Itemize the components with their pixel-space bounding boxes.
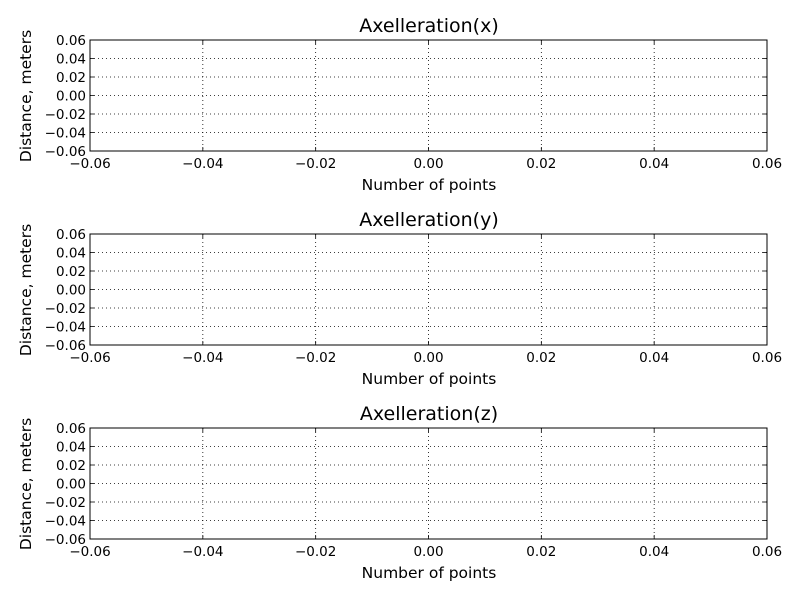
subplot-title: Axelleration(x): [359, 15, 499, 37]
y-tick-label: −0.02: [45, 495, 86, 511]
x-tick-label: 0.02: [526, 156, 556, 172]
y-tick-label: 0.04: [56, 246, 86, 262]
tick-marks: [89, 233, 768, 346]
y-tick-label: −0.04: [45, 126, 86, 142]
y-tick-labels: 0.06 0.04 0.02 0.00 −0.02 −0.04 −0.06: [45, 421, 86, 548]
x-tick-label: −0.06: [69, 156, 110, 172]
x-tick-label: 0.02: [526, 544, 556, 560]
x-tick-label: −0.04: [182, 544, 223, 560]
subplot-title: Axelleration(z): [360, 403, 498, 425]
x-tick-label: −0.02: [295, 544, 336, 560]
y-tick-label: 0.04: [56, 52, 86, 68]
x-tick-label: 0.06: [752, 544, 782, 560]
y-tick-label: −0.06: [45, 338, 86, 354]
x-tick-label: 0.04: [639, 350, 669, 366]
x-tick-labels: −0.06 −0.04 −0.02 0.00 0.02 0.04 0.06: [69, 544, 782, 560]
y-tick-label: 0.00: [56, 89, 86, 105]
y-tick-label: 0.00: [56, 477, 86, 493]
y-tick-label: −0.04: [45, 320, 86, 336]
x-tick-labels: −0.06 −0.04 −0.02 0.00 0.02 0.04 0.06: [69, 156, 782, 172]
y-axis-label: Distance, meters: [17, 30, 35, 162]
x-tick-label: 0.00: [413, 350, 443, 366]
tick-marks: [89, 39, 768, 152]
subplot-z: Axelleration(z) 0.060.040.020.00−0.02−0.…: [17, 403, 782, 582]
y-tick-label: 0.02: [56, 70, 86, 86]
grid-lines: [90, 234, 767, 345]
y-axis-label: Distance, meters: [17, 224, 35, 356]
y-tick-labels: 0.06 0.04 0.02 0.00 −0.02 −0.04 −0.06: [45, 227, 86, 354]
x-axis-label: Number of points: [362, 176, 497, 194]
x-tick-label: 0.04: [639, 156, 669, 172]
y-tick-label: −0.06: [45, 532, 86, 548]
x-tick-label: 0.04: [639, 544, 669, 560]
y-tick-label: −0.02: [45, 301, 86, 317]
y-tick-label: 0.06: [56, 227, 86, 243]
x-tick-label: −0.04: [182, 350, 223, 366]
x-tick-label: 0.00: [413, 544, 443, 560]
x-tick-label: 0.02: [526, 350, 556, 366]
y-tick-label: 0.00: [56, 283, 86, 299]
y-tick-label: −0.04: [45, 514, 86, 530]
subplot-y: Axelleration(y) 0.060.040.020.00−0.02−0.…: [17, 209, 782, 388]
y-tick-label: −0.06: [45, 144, 86, 160]
y-tick-labels: 0.06 0.04 0.02 0.00 −0.02 −0.04 −0.06: [45, 33, 86, 160]
x-axis-label: Number of points: [362, 564, 497, 582]
y-tick-label: 0.06: [56, 421, 86, 437]
y-tick-label: 0.02: [56, 264, 86, 280]
x-tick-label: −0.06: [69, 350, 110, 366]
subplot-title: Axelleration(y): [359, 209, 499, 231]
x-axis-label: Number of points: [362, 370, 497, 388]
x-tick-label: −0.06: [69, 544, 110, 560]
y-tick-label: −0.02: [45, 107, 86, 123]
subplot-x: Axelleration(x) 0.060.040.020.00−0.02−0.…: [17, 15, 782, 194]
x-tick-label: 0.06: [752, 350, 782, 366]
y-axis-label: Distance, meters: [17, 418, 35, 550]
grid-lines: [90, 40, 767, 151]
x-tick-labels: −0.06 −0.04 −0.02 0.00 0.02 0.04 0.06: [69, 350, 782, 366]
x-tick-label: 0.06: [752, 156, 782, 172]
x-tick-label: −0.04: [182, 156, 223, 172]
y-tick-label: 0.04: [56, 440, 86, 456]
grid-lines: [90, 428, 767, 539]
x-tick-label: 0.00: [413, 156, 443, 172]
y-tick-label: 0.02: [56, 458, 86, 474]
tick-marks: [89, 427, 768, 540]
x-tick-label: −0.02: [295, 350, 336, 366]
x-tick-label: −0.02: [295, 156, 336, 172]
y-tick-label: 0.06: [56, 33, 86, 49]
